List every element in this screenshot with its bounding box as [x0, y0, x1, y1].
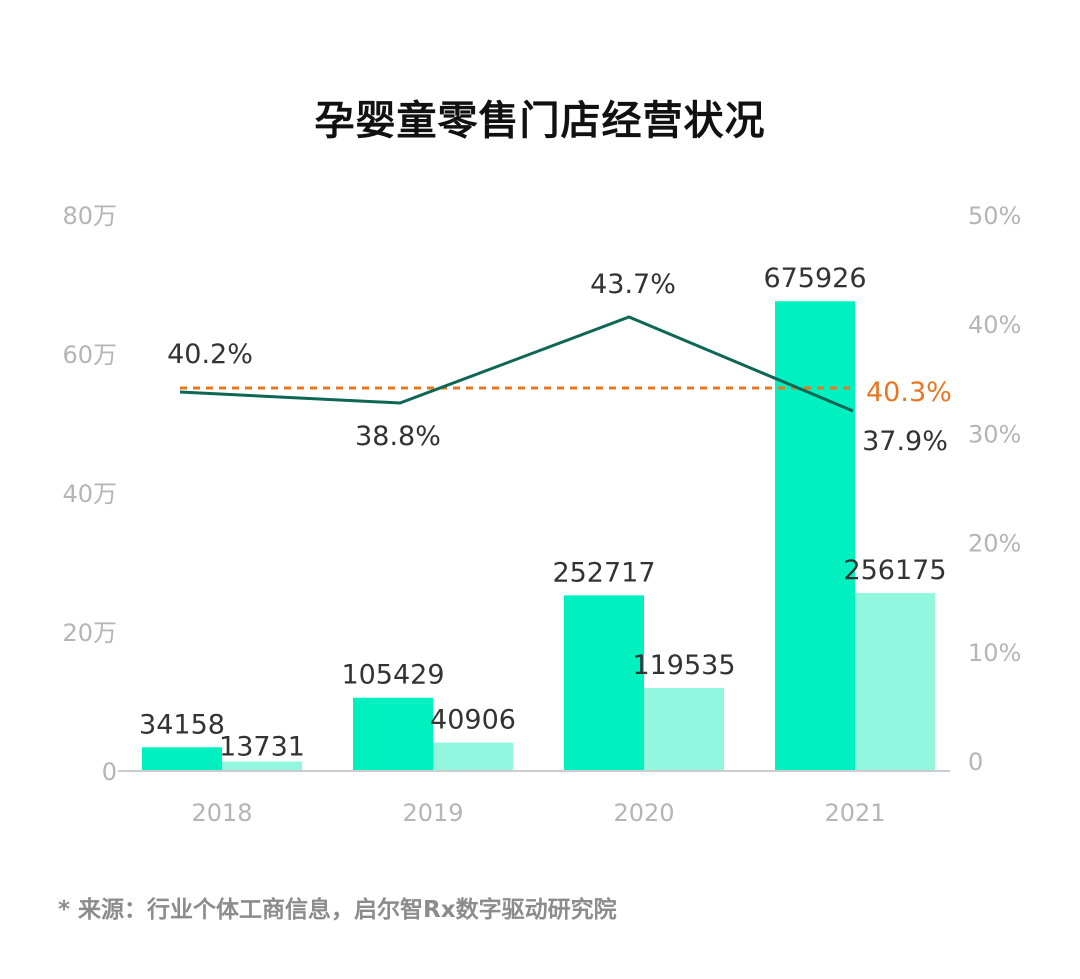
bar-secondary-value: 40906	[430, 705, 516, 736]
bar-primary-value: 252717	[552, 557, 655, 588]
right-tick-label: 50%	[968, 202, 1021, 230]
bar-secondary-value: 13731	[219, 731, 305, 762]
bar-primary	[142, 747, 222, 771]
rate-line-labels: 40.2% 38.8% 43.7% 37.9%	[167, 269, 948, 457]
source-note: * 来源：行业个体工商信息，启尔智Rx数字驱动研究院	[58, 897, 617, 923]
left-tick-label: 20万	[62, 619, 117, 647]
bar-secondary-value: 119535	[632, 650, 735, 681]
bar-primary	[564, 595, 644, 771]
x-tick-label: 2019	[402, 799, 463, 827]
x-tick-label: 2021	[824, 799, 885, 827]
right-tick-label: 20%	[968, 530, 1021, 558]
rate-line	[179, 315, 854, 413]
left-tick-label: 40万	[62, 480, 117, 508]
right-tick-label: 10%	[968, 639, 1021, 667]
rate-value-label: 40.2%	[167, 339, 253, 370]
bar-secondary-value: 256175	[843, 555, 946, 586]
right-tick-label: 40%	[968, 311, 1021, 339]
rate-value-label: 38.8%	[355, 421, 441, 452]
left-axis-ticks: 0 20万 40万 60万 80万	[62, 202, 117, 786]
x-axis-labels: 2018 2019 2020 2021	[191, 799, 885, 827]
bar-secondary	[855, 592, 935, 771]
average-label: 40.3%	[866, 377, 952, 408]
bar-primary	[353, 697, 433, 771]
bar-primary	[775, 301, 855, 771]
left-tick-label: 0	[102, 758, 117, 786]
chart-title: 孕婴童零售门店经营状况	[314, 98, 766, 144]
bar-primary-value: 105429	[341, 660, 444, 691]
right-axis-ticks: 0 10% 20% 30% 40% 50%	[968, 202, 1021, 776]
left-tick-label: 60万	[62, 341, 117, 369]
bar-series	[142, 301, 935, 771]
rate-value-label: 37.9%	[862, 426, 948, 457]
bar-primary-value: 34158	[139, 709, 225, 740]
bar-secondary	[433, 742, 513, 771]
x-tick-label: 2020	[613, 799, 674, 827]
right-tick-label: 0	[968, 748, 983, 776]
bar-secondary	[222, 761, 302, 771]
rate-value-label: 43.7%	[590, 269, 676, 300]
bar-secondary	[644, 687, 724, 771]
bar-primary-value: 675926	[763, 263, 866, 294]
x-tick-label: 2018	[191, 799, 252, 827]
right-tick-label: 30%	[968, 420, 1021, 448]
left-tick-label: 80万	[62, 202, 117, 230]
